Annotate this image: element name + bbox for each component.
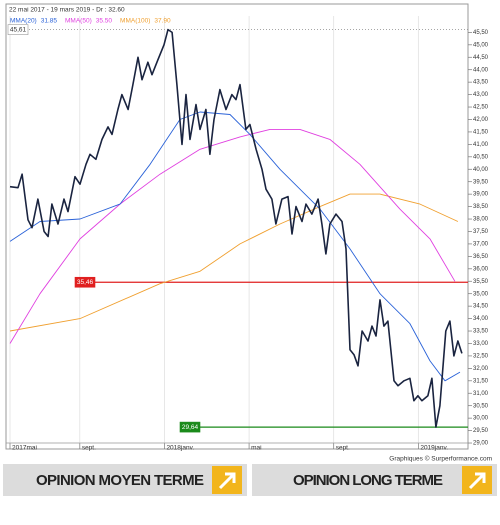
y-tick-label: 33,00 <box>473 341 489 347</box>
y-tick-label: 31,50 <box>473 378 489 384</box>
legend-value: 31.85 <box>41 18 58 25</box>
y-tick-label: 36,00 <box>473 266 489 272</box>
y-tick-label: 30,00 <box>473 416 489 422</box>
x-tick-label: sept. <box>336 445 350 452</box>
legend-name: MMA(50) <box>65 18 92 25</box>
y-tick-label: 34,00 <box>473 316 489 322</box>
y-tick-label: 45,50 <box>473 30 489 36</box>
y-tick-label: 44,50 <box>473 55 489 61</box>
y-tick-label: 42,50 <box>473 105 489 111</box>
level-label-box <box>74 276 96 288</box>
legend-name: MMA(100) <box>120 18 150 25</box>
y-tick-label: 37,50 <box>473 229 489 235</box>
level-label: 29,64 <box>182 424 199 431</box>
y-tick-label: 44,00 <box>473 67 489 73</box>
x-tick-label: 2017mai <box>12 445 37 452</box>
y-tick-label: 30,50 <box>473 403 489 409</box>
button[interactable]: OPINION MOYEN TERME <box>3 464 247 496</box>
button-label: OPINION MOYEN TERME <box>36 472 204 489</box>
y-tick-label: 33,50 <box>473 329 489 335</box>
x-tick-label: mai <box>251 445 261 452</box>
y-tick-label: 35,00 <box>473 291 489 297</box>
y-tick-label: 36,50 <box>473 254 489 260</box>
level-label: 35,46 <box>77 279 94 286</box>
y-tick-label: 29,50 <box>473 428 489 434</box>
x-tick-label: 2018janv. <box>166 445 194 452</box>
price-line <box>9 28 463 428</box>
y-tick-label: 39,00 <box>473 192 489 198</box>
y-tick-label: 41,00 <box>473 142 489 148</box>
y-tick-label: 32,50 <box>473 353 489 359</box>
level-label: 45,61 <box>10 26 27 33</box>
y-tick-label: 37,00 <box>473 241 489 247</box>
moving-average-line <box>9 111 461 382</box>
y-tick-label: 29,00 <box>473 441 489 447</box>
moving-average-line <box>9 128 456 344</box>
plot-frame <box>5 3 469 450</box>
x-tick-label: 2019janv. <box>420 445 448 452</box>
x-tick-label: sept. <box>82 445 96 452</box>
y-tick-label: 38,00 <box>473 217 489 223</box>
y-tick-label: 31,00 <box>473 391 489 397</box>
moving-average-line <box>9 193 459 332</box>
y-tick-label: 45,00 <box>473 42 489 48</box>
legend-name: MMA(20) <box>10 18 37 25</box>
y-tick-label: 41,50 <box>473 130 489 136</box>
y-tick-label: 34,50 <box>473 304 489 310</box>
legend-value: 37.90 <box>154 18 171 25</box>
y-tick-label: 43,50 <box>473 80 489 86</box>
arrow-icon <box>218 472 236 490</box>
level-label-box <box>179 421 201 433</box>
y-tick-label: 35,50 <box>473 279 489 285</box>
legend-value: 35.50 <box>96 18 113 25</box>
button-bg <box>252 464 497 496</box>
y-tick-label: 39,50 <box>473 179 489 185</box>
credit: Graphiques © Surperformance.com <box>389 455 492 463</box>
arrow-icon <box>468 472 486 490</box>
button-bg <box>3 464 247 496</box>
y-tick-label: 42,00 <box>473 117 489 123</box>
y-tick-label: 40,50 <box>473 154 489 160</box>
button[interactable]: OPINION LONG TERME <box>252 464 497 496</box>
chart-header: 22 mai 2017 - 19 mars 2019 - Dr : 32.60 <box>9 7 125 14</box>
level-label-box <box>7 24 29 35</box>
y-tick-label: 38,50 <box>473 204 489 210</box>
button-label: OPINION LONG TERME <box>293 472 443 489</box>
y-tick-label: 32,00 <box>473 366 489 372</box>
y-tick-label: 43,00 <box>473 92 489 98</box>
y-tick-label: 40,00 <box>473 167 489 173</box>
